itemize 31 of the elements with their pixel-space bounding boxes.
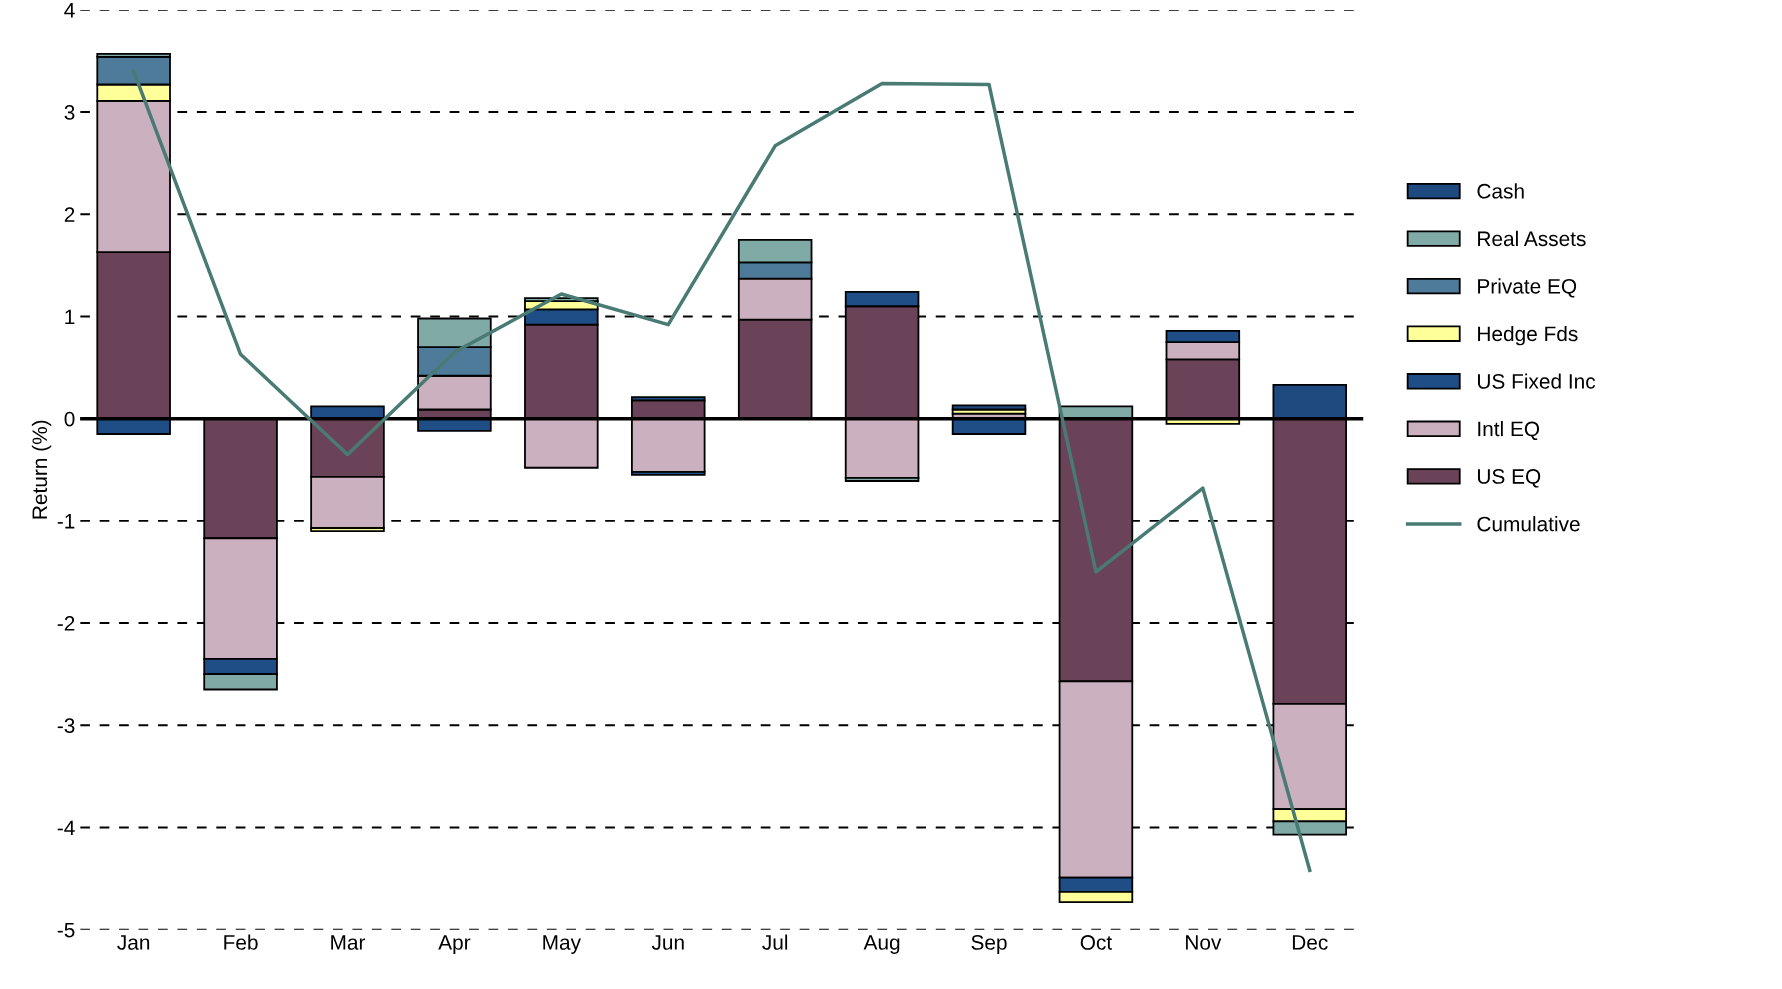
legend-label: Hedge Fds [1478,325,1578,346]
x-tick-label: Dec [1292,935,1328,950]
y-tick-label: 3 [64,105,75,120]
x-tick-label: Feb [224,934,258,950]
legend-label: Private EQ [1478,278,1577,298]
y-tick-label: 2 [64,207,75,222]
legend-label: US EQ [1478,469,1541,488]
legend-label: Real Assets [1478,230,1586,247]
x-tick-label: Apr [438,935,471,954]
x-tick-label: Nov [1186,935,1222,950]
y-tick-label: -2 [57,616,75,631]
x-tick-label: Oct [1080,935,1112,950]
y-tick-label: 4 [64,3,75,18]
y-tick-label: -4 [57,820,75,836]
y-tick-label: 0 [64,411,75,427]
legend-label: Cumulative [1477,516,1580,532]
legend-label: Intl EQ [1478,421,1540,441]
x-tick-label: Jan [117,935,150,950]
y-tick-label: -1 [57,514,75,529]
legend-label: Cash [1477,183,1524,199]
x-tick-label: Mar [331,935,366,950]
x-tick-label: Jul [762,934,788,950]
x-tick-label: Aug [863,935,900,954]
x-tick-label: Jun [651,935,684,950]
x-tick-label: May [543,935,581,954]
y-tick-label: 1 [65,309,75,325]
y-tick-label: -5 [57,922,75,938]
legend-label: US Fixed Inc [1478,373,1596,389]
y-axis-title: Return (%) [31,420,52,519]
x-tick-label: Sep [971,935,1007,954]
y-tick-label: -3 [57,718,75,734]
